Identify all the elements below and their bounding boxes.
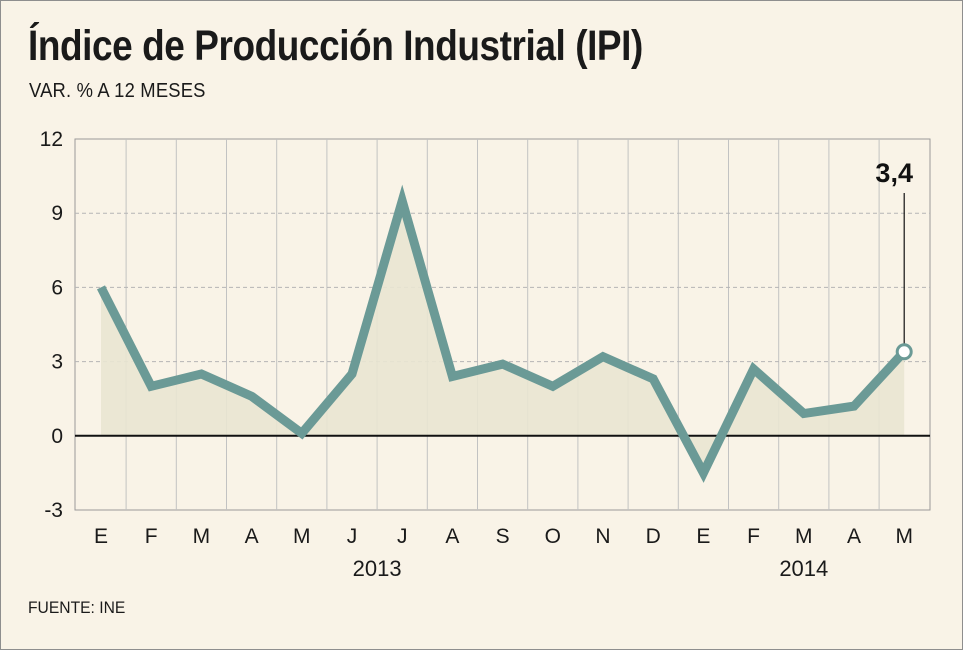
x-tick-label: M	[293, 525, 311, 548]
vertical-gridlines	[125, 139, 880, 510]
y-tick-label: -3	[44, 499, 63, 522]
x-tick-label: O	[545, 525, 561, 548]
y-tick-label: 3	[51, 351, 63, 374]
series-line	[96, 184, 908, 483]
x-tick-label: M	[895, 525, 913, 548]
chart-subtitle: VAR. % A 12 MESES	[29, 80, 206, 102]
x-tick-label: J	[347, 525, 358, 548]
y-tick-label: 0	[51, 425, 63, 448]
plot-area	[74, 138, 931, 511]
y-axis-labels: 12 9 6 3 0 -3	[40, 128, 63, 522]
y-tick-label: 12	[40, 128, 63, 151]
x-tick-label: E	[696, 525, 710, 548]
source-note: FUENTE: INE	[28, 598, 126, 617]
year-label: 2014	[779, 556, 828, 581]
year-label: 2013	[353, 556, 402, 581]
year-labels: 2013 2014	[353, 556, 829, 581]
x-tick-label: M	[193, 525, 211, 548]
x-tick-label: J	[397, 525, 408, 548]
x-tick-label: A	[245, 525, 259, 548]
x-tick-label: E	[94, 525, 108, 548]
series-area	[101, 200, 905, 473]
x-tick-label: F	[145, 525, 158, 548]
x-tick-label: D	[646, 525, 661, 548]
annotation-marker	[895, 343, 913, 361]
y-tick-label: 9	[51, 202, 63, 225]
x-tick-label: S	[496, 525, 510, 548]
x-tick-label: A	[445, 525, 459, 548]
x-tick-label: F	[747, 525, 760, 548]
x-tick-label: M	[795, 525, 813, 548]
x-tick-label: A	[847, 525, 861, 548]
annotation-label: 3,4	[875, 158, 913, 188]
x-tick-label: N	[595, 525, 610, 548]
annotation: 3,4	[875, 158, 913, 361]
y-tick-label: 6	[51, 276, 63, 299]
chart-title: Índice de Producción Industrial (IPI)	[28, 22, 643, 70]
